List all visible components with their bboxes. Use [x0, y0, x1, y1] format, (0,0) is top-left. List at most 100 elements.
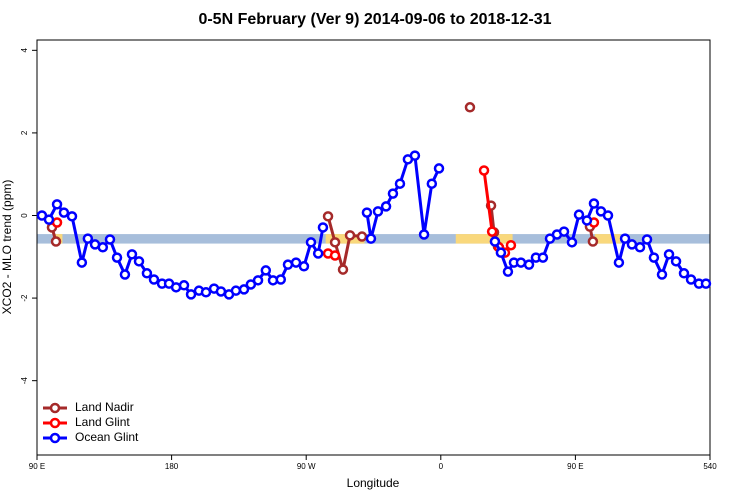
data-point — [581, 215, 593, 226]
data-point — [365, 233, 377, 244]
data-point — [133, 256, 145, 267]
data-point — [50, 236, 62, 247]
data-point — [119, 269, 131, 280]
data-point — [337, 264, 349, 275]
data-point — [573, 209, 585, 220]
data-point — [418, 229, 430, 240]
data-point — [656, 269, 668, 280]
data-point — [66, 211, 78, 222]
data-point — [141, 268, 153, 279]
land-band — [325, 234, 365, 244]
data-point — [148, 274, 160, 285]
data-point — [282, 259, 294, 270]
legend-marker — [49, 432, 61, 444]
data-point — [51, 199, 63, 210]
data-point — [486, 226, 498, 237]
land-band — [594, 234, 621, 244]
data-point — [344, 230, 356, 241]
data-point — [700, 278, 712, 289]
data-point — [126, 249, 138, 260]
data-point — [275, 274, 287, 285]
data-point — [298, 261, 310, 272]
data-point — [394, 178, 406, 189]
data-point — [634, 242, 646, 253]
data-point — [566, 237, 578, 248]
data-point — [230, 285, 242, 296]
data-point — [387, 188, 399, 199]
data-point — [97, 242, 109, 253]
data-point — [670, 256, 682, 267]
x-tick-label: 180 — [165, 462, 179, 471]
data-point — [505, 239, 517, 251]
data-point — [648, 252, 660, 263]
data-point — [478, 165, 490, 176]
data-point — [178, 280, 190, 291]
x-axis-label: Longitude — [347, 476, 400, 490]
data-point — [356, 231, 368, 242]
data-point — [43, 214, 55, 225]
x-tick-label: 90 W — [297, 462, 316, 471]
x-tick-label: 0 — [439, 462, 444, 471]
legend-marker — [49, 402, 61, 414]
y-tick-label: -2 — [20, 294, 29, 302]
data-point — [641, 234, 653, 245]
data-point — [329, 250, 341, 261]
data-point — [380, 201, 392, 212]
data-point — [685, 274, 697, 285]
data-point — [260, 265, 272, 276]
data-point — [587, 236, 599, 247]
data-point — [433, 163, 445, 174]
data-point — [626, 239, 638, 250]
y-tick-label: 2 — [20, 130, 29, 135]
data-point — [82, 233, 94, 244]
data-point — [613, 257, 625, 268]
data-point — [200, 287, 212, 298]
data-point — [215, 286, 227, 297]
data-point — [322, 211, 334, 222]
y-axis-label: XCO2 - MLO trend (ppm) — [0, 180, 14, 315]
data-point — [502, 266, 514, 277]
data-point — [602, 210, 614, 221]
data-point — [252, 275, 264, 286]
data-point — [305, 237, 317, 248]
data-point — [76, 257, 88, 268]
data-point — [111, 252, 123, 263]
legend-marker — [49, 417, 61, 429]
y-tick-label: -4 — [20, 377, 29, 385]
data-point — [588, 198, 600, 209]
y-tick-label: 0 — [20, 213, 29, 218]
legend-label: Land Nadir — [75, 400, 134, 414]
y-tick-label: 4 — [20, 48, 29, 53]
data-point — [104, 234, 116, 245]
data-point — [372, 206, 384, 217]
data-point — [312, 248, 324, 259]
data-point — [51, 217, 63, 228]
data-point — [185, 289, 197, 300]
x-tick-label: 540 — [703, 462, 717, 471]
data-point — [663, 249, 675, 260]
chart-title: 0-5N February (Ver 9) 2014-09-06 to 2018… — [198, 11, 551, 28]
data-point — [361, 207, 373, 218]
x-tick-label: 90 E — [29, 462, 45, 471]
data-point — [515, 257, 527, 268]
data-point — [678, 268, 690, 279]
data-point — [489, 236, 501, 247]
data-point — [58, 207, 70, 218]
data-point — [558, 226, 570, 237]
data-point — [619, 233, 631, 244]
legend-label: Ocean Glint — [75, 430, 139, 444]
x-tick-label: 90 E — [567, 462, 583, 471]
data-point — [329, 237, 341, 248]
legend-label: Land Glint — [75, 415, 130, 429]
data-point — [317, 222, 329, 233]
data-point — [238, 284, 250, 295]
data-point — [290, 257, 302, 268]
data-point — [426, 178, 438, 189]
data-point — [464, 102, 476, 113]
series-line — [41, 154, 706, 296]
land-band — [455, 234, 513, 244]
data-point — [409, 150, 421, 161]
plot-frame — [36, 39, 711, 456]
data-point — [495, 247, 507, 258]
